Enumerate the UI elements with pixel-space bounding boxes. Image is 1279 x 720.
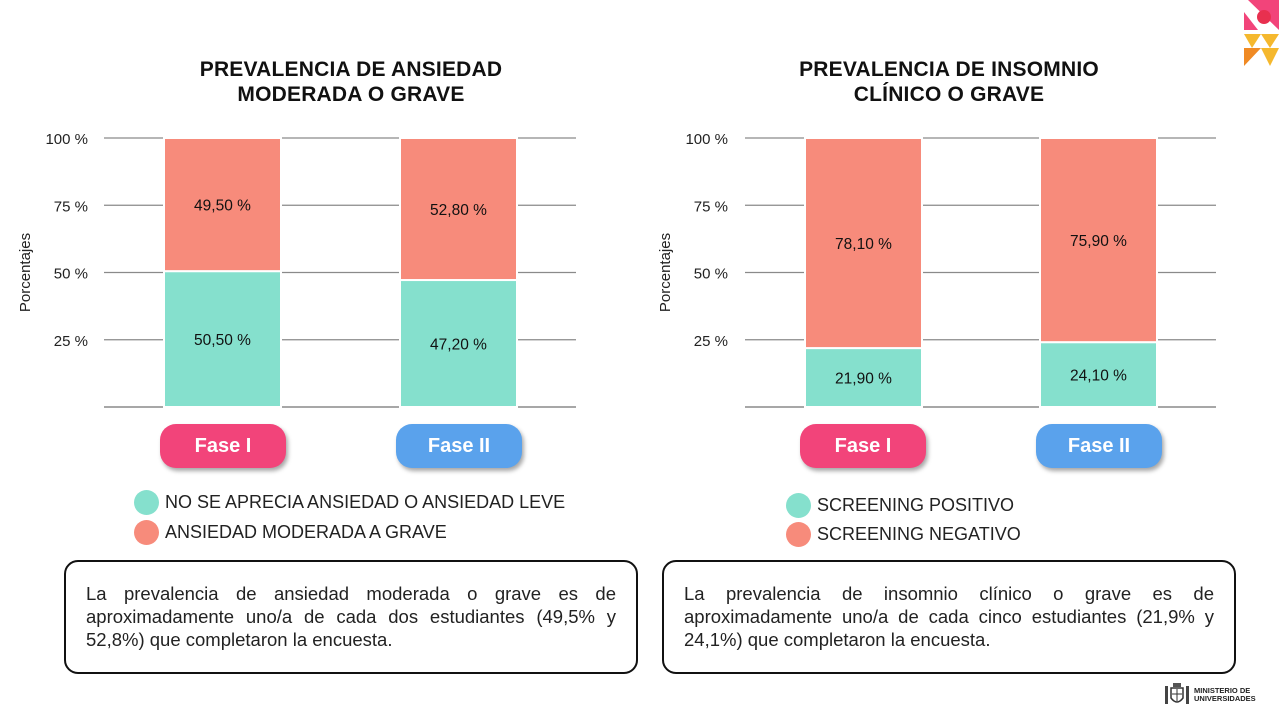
chart1-fase2-button[interactable]: Fase II: [396, 424, 522, 468]
chart1-data-label: 49,50 %: [194, 198, 251, 215]
chart2-bar-segment: [1039, 137, 1158, 344]
ministry-name: MINISTERIO DE UNIVERSIDADES: [1194, 687, 1256, 703]
coat-of-arms-icon: [1165, 683, 1189, 704]
chart1-title-line2: MODERADA O GRAVE: [237, 83, 465, 106]
chart1-legend-item-low: NO SE APRECIA ANSIEDAD O ANSIEDAD LEVE: [134, 490, 565, 515]
legend-label: ANSIEDAD MODERADA A GRAVE: [165, 522, 447, 542]
chart2-y-tick-label: 100 %: [685, 131, 728, 148]
legend-label: SCREENING NEGATIVO: [817, 524, 1021, 544]
ministry-logo: MINISTERIO DE UNIVERSIDADES: [1163, 682, 1256, 708]
chart2-title-line2: CLÍNICO O GRAVE: [853, 83, 1045, 106]
chart1-note-box: La prevalencia de ansiedad moderada o gr…: [64, 560, 638, 674]
chart2-fase2-button[interactable]: Fase II: [1036, 424, 1162, 468]
chart2-data-label: 21,90 %: [835, 371, 892, 388]
legend-dot-teal: [134, 490, 159, 515]
chart2-bar-segment: [1039, 341, 1158, 408]
chart2-fase1-button[interactable]: Fase I: [800, 424, 926, 468]
legend-dot-salmon: [786, 522, 811, 547]
chart2-title: PREVALENCIA DE INSOMNIO CLÍNICO O GRAVE: [744, 57, 1154, 107]
ministry-line2: UNIVERSIDADES: [1194, 694, 1256, 703]
chart2-y-tick-label: 75 %: [694, 198, 728, 215]
chart1-bar-segment: [163, 137, 282, 273]
chart1-data-label: 47,20 %: [430, 337, 487, 354]
chart1-y-tick-label: 100 %: [45, 131, 88, 148]
chart1-y-tick-label: 75 %: [54, 198, 88, 215]
chart2-y-tick-label: 25 %: [694, 333, 728, 350]
chart1-bar-segment: [163, 270, 282, 408]
chart1-bar-segment: [399, 279, 518, 409]
chart2-title-line1: PREVALENCIA DE INSOMNIO: [799, 58, 1099, 81]
chart2-y-axis-label: Porcentajes: [657, 233, 674, 312]
chart2-y-tick-label: 50 %: [694, 266, 728, 283]
chart2-legend-item-negative: SCREENING NEGATIVO: [786, 522, 1021, 547]
chart1-y-axis-label: Porcentajes: [17, 233, 34, 312]
brand-logo-icon: [1244, 0, 1279, 66]
chart1-y-tick-label: 25 %: [54, 333, 88, 350]
chart1-fase1-button[interactable]: Fase I: [160, 424, 286, 468]
chart1-legend-item-high: ANSIEDAD MODERADA A GRAVE: [134, 520, 447, 545]
chart1-title-line1: PREVALENCIA DE ANSIEDAD: [199, 58, 503, 81]
chart2-bar-segment: [804, 347, 923, 408]
chart1-bar-segment: [399, 137, 518, 282]
legend-dot-salmon: [134, 520, 159, 545]
chart2-bar-segment: [804, 137, 923, 350]
chart2-data-label: 78,10 %: [835, 236, 892, 253]
chart1-data-label: 52,80 %: [430, 202, 487, 219]
chart2-legend-item-positive: SCREENING POSITIVO: [786, 493, 1014, 518]
chart2-data-label: 24,10 %: [1070, 368, 1127, 385]
legend-dot-teal: [786, 493, 811, 518]
chart2-note-box: La prevalencia de insomnio clínico o gra…: [662, 560, 1236, 674]
ministry-line1: MINISTERIO DE: [1194, 686, 1251, 695]
legend-label: SCREENING POSITIVO: [817, 495, 1015, 515]
chart1-title: PREVALENCIA DE ANSIEDAD MODERADA O GRAVE: [146, 57, 556, 107]
chart1-data-label: 50,50 %: [194, 332, 251, 349]
chart2-data-label: 75,90 %: [1070, 233, 1127, 250]
legend-label: NO SE APRECIA ANSIEDAD O ANSIEDAD LEVE: [165, 492, 566, 512]
chart1-y-tick-label: 50 %: [54, 266, 88, 283]
